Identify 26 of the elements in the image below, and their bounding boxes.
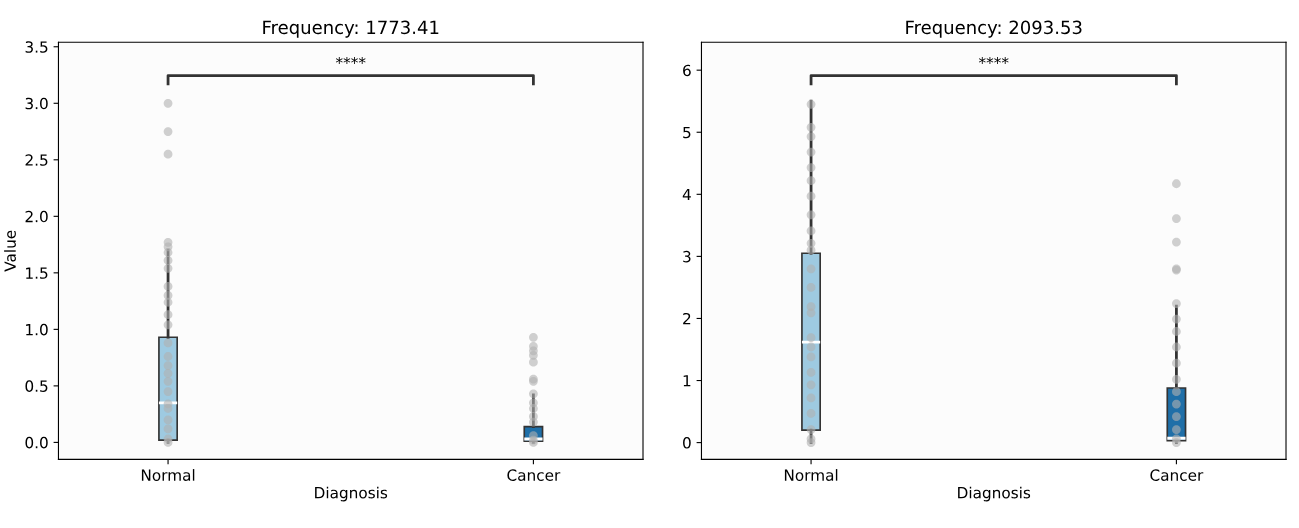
y-tick-label: 3.0 — [25, 97, 48, 110]
y-tick-label: 3 — [683, 250, 691, 263]
x-tick-label: Normal — [141, 469, 195, 481]
y-tick-label: 1 — [683, 375, 691, 387]
x-tick-label: Cancer — [507, 469, 561, 481]
y-tick-label: 2 — [683, 312, 691, 325]
y-tick-label: 2.0 — [25, 210, 48, 223]
y-tick-label: 6 — [683, 64, 691, 77]
y-tick-label: 0.5 — [25, 380, 48, 392]
y-tick-label: 0 — [683, 437, 691, 449]
x-axis-title: Diagnosis — [315, 486, 388, 502]
x-tick-label: Cancer — [1150, 469, 1204, 481]
chart-title: Frequency: 2093.53 — [906, 20, 1082, 38]
y-axis-title: Value — [4, 230, 16, 272]
y-tick-label: 3.5 — [25, 41, 48, 53]
y-tick-label: 0.0 — [25, 436, 48, 449]
x-axis-title: Diagnosis — [958, 486, 1031, 502]
annotation: **** — [335, 56, 366, 64]
y-tick-label: 1.0 — [26, 323, 48, 336]
y-tick-label: 4 — [682, 188, 691, 201]
annotation: **** — [978, 56, 1009, 64]
x-tick-label: Normal — [784, 469, 838, 481]
y-tick-label: 2.5 — [25, 154, 48, 166]
y-tick-label: 5 — [683, 126, 691, 139]
chart-title: Frequency: 1773.41 — [263, 20, 439, 38]
y-tick-label: 1.5 — [26, 267, 48, 279]
